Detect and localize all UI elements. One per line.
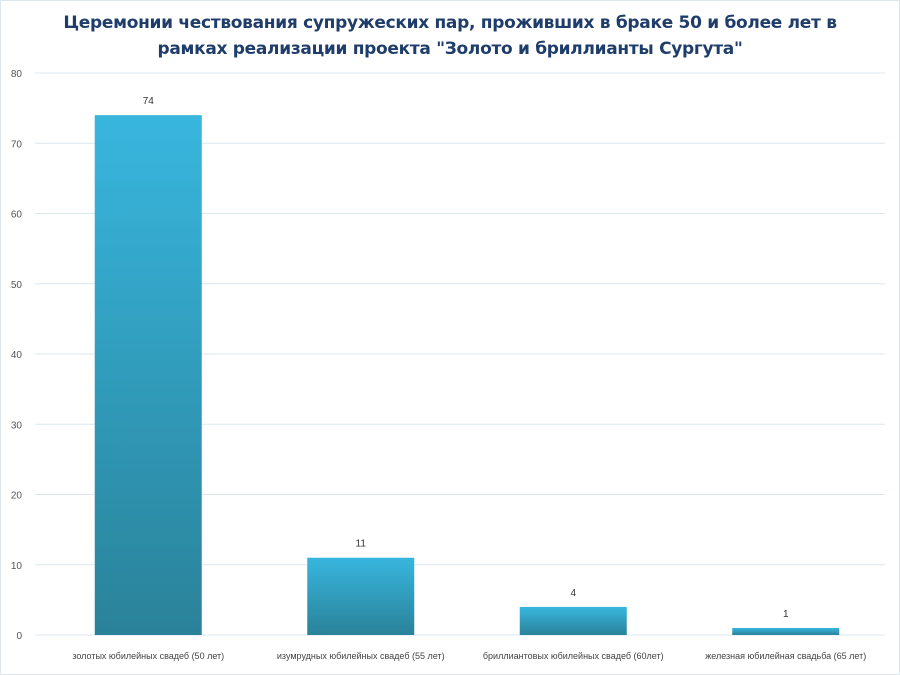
y-tick-label: 60 <box>11 210 23 221</box>
y-tick-label: 30 <box>11 420 23 431</box>
y-tick-label: 0 <box>16 631 22 642</box>
chart-title: Церемонии чествования супружеских пар, п… <box>40 10 860 62</box>
bar <box>307 557 415 635</box>
bar <box>94 115 202 635</box>
bar <box>519 606 627 635</box>
x-tick-label: изумрудных юбилейных свадеб (55 лет) <box>277 651 445 661</box>
y-tick-label: 20 <box>11 491 23 502</box>
chart-title-line-2: рамках реализации проекта "Золото и брил… <box>157 39 743 59</box>
bar <box>732 627 840 635</box>
x-tick-label: бриллиантовых юбилейных свадеб (60лет) <box>483 651 664 661</box>
x-tick-label: железная юбилейная свадьба (65 лет) <box>705 651 866 661</box>
y-tick-label: 10 <box>11 561 23 572</box>
y-tick-label: 80 <box>11 69 23 80</box>
chart-title-line-1: Церемонии чествования супружеских пар, п… <box>63 13 837 33</box>
data-label: 11 <box>356 539 367 550</box>
data-label: 4 <box>570 588 576 599</box>
y-tick-label: 50 <box>11 280 23 291</box>
y-tick-label: 40 <box>11 350 23 361</box>
y-tick-label: 70 <box>11 139 23 150</box>
x-tick-label: золотых юбилейных свадеб (50 лет) <box>72 651 224 661</box>
data-label: 1 <box>783 609 789 620</box>
data-label: 74 <box>143 96 155 107</box>
